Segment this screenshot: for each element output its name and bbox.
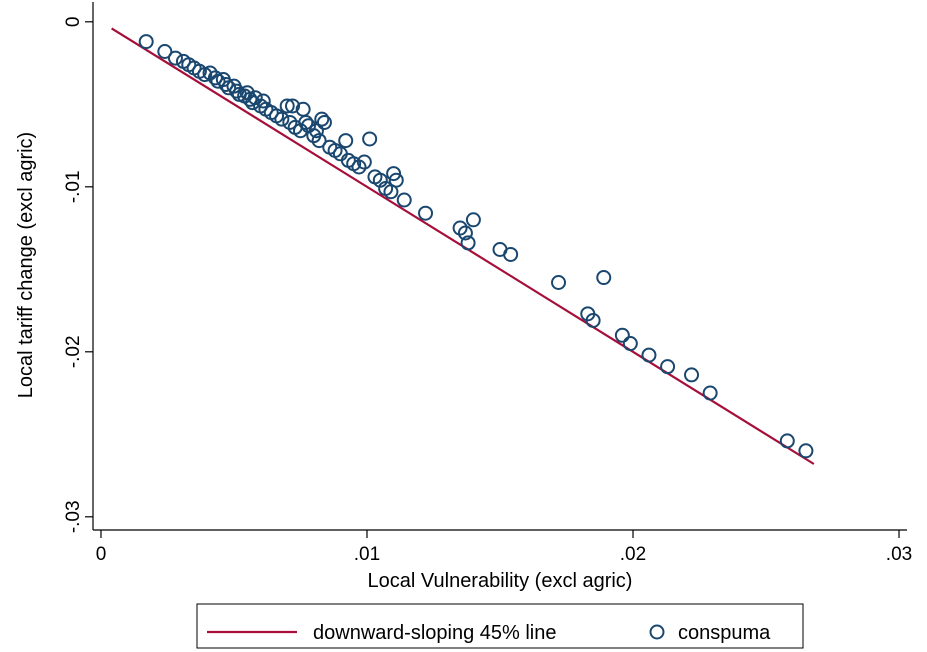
x-tick-label: .02 (620, 544, 646, 565)
data-point (274, 111, 290, 127)
data-point (255, 93, 271, 109)
data-point (362, 131, 378, 147)
data-point (596, 270, 612, 286)
x-axis-ticks: 0 .01 .02 .03 (96, 530, 912, 565)
data-point (229, 83, 245, 99)
data-point (167, 50, 183, 66)
x-tick-label: .03 (886, 544, 912, 565)
legend-label-line: downward-sloping 45% line (313, 622, 556, 644)
data-point (779, 433, 795, 449)
scatter-series (138, 34, 814, 459)
x-tick-label: .01 (354, 544, 380, 565)
data-point (311, 133, 327, 149)
data-point (314, 111, 330, 127)
data-point (316, 114, 332, 130)
plot-area (92, 2, 907, 531)
data-point (207, 70, 223, 86)
data-point (551, 275, 567, 290)
data-point (388, 172, 404, 188)
data-point (157, 44, 173, 59)
data-point (285, 98, 301, 114)
x-tick-label: 0 (96, 544, 107, 565)
y-tick-label: -.01 (63, 170, 84, 203)
data-point (465, 212, 481, 228)
y-tick-label: -.03 (63, 500, 84, 533)
legend-label-points: conspuma (678, 622, 771, 644)
legend: downward-sloping 45% line conspuma (196, 603, 804, 649)
data-point (702, 385, 718, 401)
legend-marker-swatch (649, 624, 665, 640)
data-point (457, 225, 473, 241)
data-point (138, 34, 154, 50)
data-point (418, 205, 434, 221)
data-point (386, 166, 402, 182)
data-point (279, 98, 295, 114)
data-point (622, 336, 638, 352)
x-axis-title: Local Vulnerability (excl agric) (368, 570, 633, 592)
y-tick-label: 0 (63, 17, 84, 28)
data-point (503, 246, 519, 262)
data-point (356, 154, 372, 170)
data-point (218, 77, 234, 92)
legend-box (196, 603, 804, 649)
data-point (396, 192, 412, 208)
data-point (460, 235, 476, 251)
data-point (298, 114, 314, 130)
data-point (641, 347, 657, 363)
y-axis-ticks: 0 -.01 -.02 -.03 (63, 17, 93, 533)
data-point (660, 359, 676, 375)
data-point (614, 327, 630, 343)
data-point (798, 443, 814, 459)
y-tick-label: -.02 (63, 335, 84, 368)
y-axis-title: Local tariff change (excl agric) (15, 132, 37, 398)
data-point (338, 133, 354, 149)
data-point (585, 312, 601, 328)
data-point (684, 367, 700, 383)
